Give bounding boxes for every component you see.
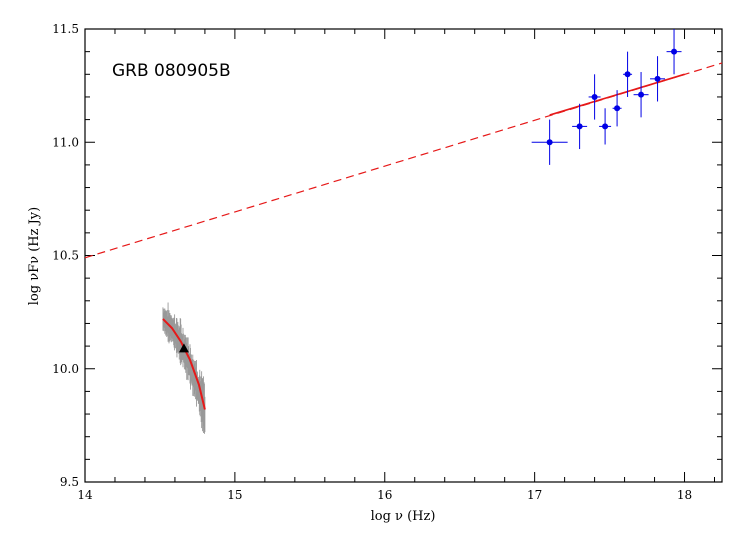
x-tick-label: 17 (527, 488, 542, 502)
x-axis-title: log ν (Hz) (371, 509, 436, 524)
xray-point-marker (624, 71, 631, 78)
model-lines (84, 62, 723, 259)
x-tick-label: 16 (377, 488, 392, 502)
x-tick-labels: 14 15 16 17 18 (77, 488, 692, 502)
xray-point (588, 74, 601, 120)
y-tick-label: 11.0 (52, 135, 79, 149)
x-tick-label: 15 (227, 488, 242, 502)
y-tick-label: 10.5 (52, 249, 79, 263)
xray-point (650, 56, 666, 102)
y-tick-label: 11.5 (52, 22, 79, 36)
y-tick-labels: 9.5 10.0 10.5 11.0 11.5 (52, 22, 79, 489)
xray-point-marker (671, 48, 678, 55)
xray-point-marker (614, 105, 621, 112)
plot-frame (84, 28, 723, 483)
optical-spectrum (162, 302, 206, 434)
xray-point (623, 51, 633, 97)
x-tick-label: 14 (77, 488, 93, 502)
xray-point (599, 108, 612, 145)
y-tick-label: 10.0 (52, 362, 79, 376)
model-dashed-line (84, 62, 723, 259)
xray-point-marker (576, 123, 583, 130)
axis-ticks (84, 28, 722, 483)
chart-title: GRB 080905B (112, 61, 231, 81)
xray-point (633, 72, 649, 118)
xray-point (572, 103, 588, 150)
xray-point-marker (602, 123, 609, 130)
xray-point-marker (654, 75, 661, 82)
photometry-marker (178, 343, 189, 353)
xray-point (531, 119, 568, 165)
y-axis-title: log νFν (Hz Jy) (27, 207, 42, 305)
x-tick-label: 18 (677, 488, 692, 502)
photometry-triangle (178, 343, 189, 353)
xray-points (531, 29, 682, 165)
xray-point-marker (638, 91, 645, 98)
xray-point-marker (546, 139, 553, 146)
xray-point-marker (591, 93, 598, 100)
y-tick-label: 9.5 (60, 475, 79, 489)
xray-point (612, 90, 622, 127)
xray-point (666, 29, 682, 75)
